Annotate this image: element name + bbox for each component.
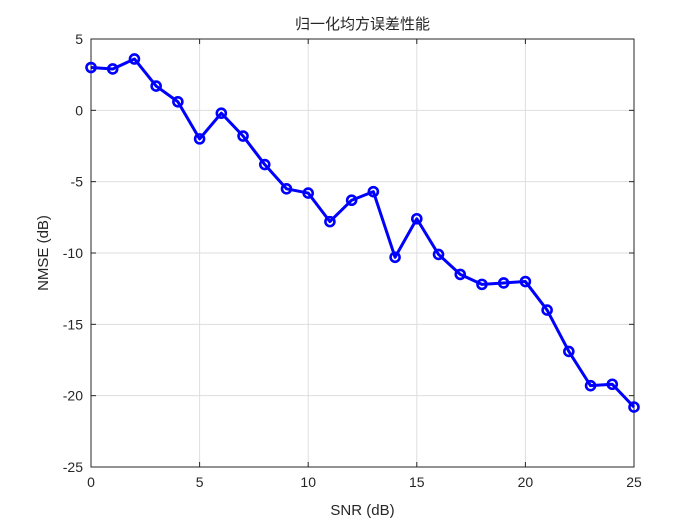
data-point-marker: [519, 275, 532, 288]
data-point-marker: [237, 130, 249, 142]
data-point-marker: [85, 61, 97, 74]
y-tick-label: -15: [63, 316, 83, 332]
x-tick-label: 0: [87, 474, 95, 490]
data-point-marker: [150, 80, 162, 92]
data-point-marker: [324, 215, 336, 228]
data-point-marker: [367, 185, 380, 198]
x-tick-label: 25: [626, 474, 642, 490]
data-point-marker: [172, 95, 184, 108]
y-axis-title: NMSE (dB): [35, 215, 52, 291]
chart-title: 归一化均方误差性能: [295, 15, 430, 33]
data-point-marker: [302, 187, 315, 199]
data-point-marker: [410, 212, 423, 225]
data-point-marker: [606, 378, 619, 391]
x-tick-label: 20: [518, 474, 534, 490]
data-point-marker: [106, 63, 119, 75]
data-point-marker: [215, 107, 228, 119]
data-point-marker: [258, 158, 271, 171]
y-tick-label: 5: [75, 31, 83, 47]
axis-ticks: 0 5 10 15 20 25 -25 -20 -15 -10 -5 0 5: [63, 31, 642, 490]
y-tick-label: -20: [63, 388, 83, 404]
data-point-marker: [345, 194, 358, 207]
data-point-marker: [454, 268, 467, 281]
y-tick-label: 0: [75, 102, 83, 118]
series-layer: [85, 53, 640, 413]
data-point-marker: [497, 277, 510, 289]
x-tick-label: 15: [409, 474, 425, 490]
data-point-marker: [584, 379, 597, 392]
data-point-marker: [389, 251, 401, 264]
x-axis-title: SNR (dB): [330, 502, 394, 519]
x-tick-label: 10: [300, 474, 316, 490]
y-tick-label: -5: [71, 174, 84, 190]
series-line: [90, 57, 636, 409]
data-point-marker: [628, 401, 640, 413]
y-tick-label: -25: [63, 459, 83, 475]
data-point-marker: [128, 53, 141, 65]
data-point-marker: [476, 278, 488, 291]
x-tick-label: 5: [196, 474, 204, 490]
data-point-marker: [541, 304, 553, 316]
y-tick-label: -10: [63, 245, 83, 261]
data-point-marker: [280, 183, 293, 195]
data-point-marker: [193, 133, 206, 145]
data-point-marker: [432, 248, 445, 261]
data-point-marker: [563, 345, 575, 358]
